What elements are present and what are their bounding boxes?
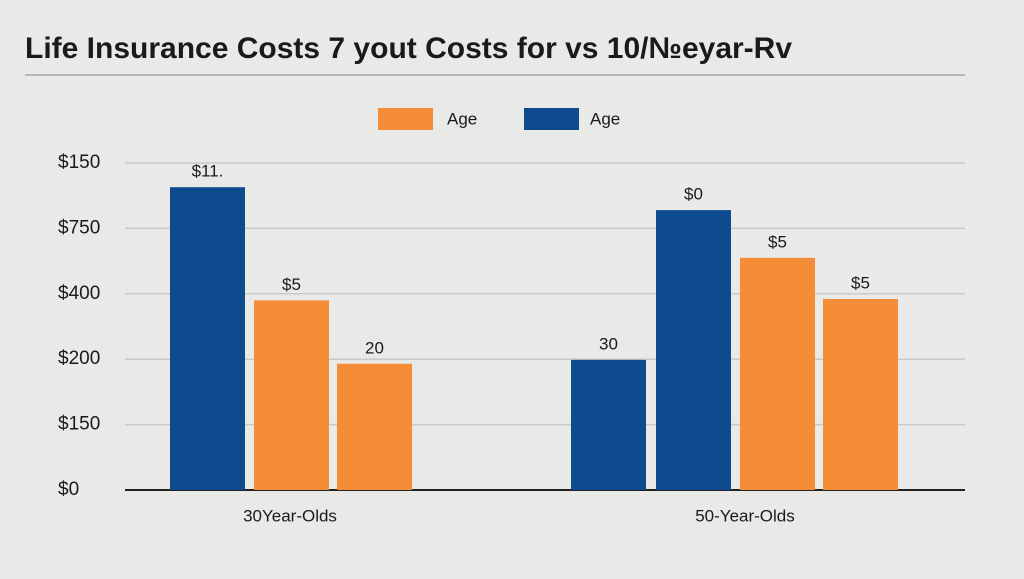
bar-label: 20 <box>365 338 384 357</box>
bar <box>170 187 245 490</box>
legend-swatch <box>378 108 433 130</box>
bar-label: $5 <box>282 275 301 294</box>
bar <box>571 359 646 490</box>
chart-title: Life Insurance Costs 7 yout Costs for vs… <box>25 32 792 65</box>
legend-swatch <box>524 108 579 130</box>
bar-label: $5 <box>768 232 787 251</box>
x-tick-label: 50-Year-Olds <box>695 506 795 525</box>
bar-label: 30 <box>599 334 618 353</box>
bar-label: $5 <box>851 274 870 293</box>
y-tick-label: $200 <box>58 348 100 369</box>
y-tick-label: $150 <box>58 152 100 173</box>
legend-label: Age <box>447 109 477 128</box>
bar <box>823 299 898 490</box>
y-tick-label: $0 <box>58 479 79 500</box>
bar <box>740 257 815 490</box>
y-tick-label: $150 <box>58 414 100 435</box>
y-tick-label: $750 <box>58 217 100 238</box>
bar-label: $0 <box>684 185 703 204</box>
x-tick-label: 30Year-Olds <box>243 506 337 525</box>
bar <box>337 363 412 490</box>
bar-label: $11. <box>192 162 224 181</box>
bar <box>656 210 731 490</box>
y-tick-label: $400 <box>58 283 100 304</box>
bar <box>254 300 329 490</box>
legend-label: Age <box>590 109 620 128</box>
